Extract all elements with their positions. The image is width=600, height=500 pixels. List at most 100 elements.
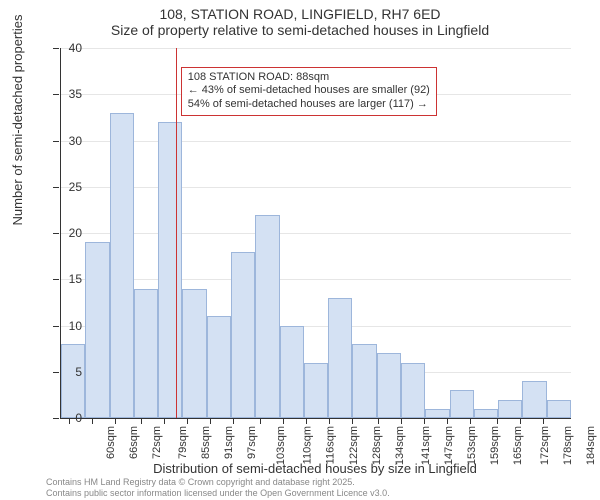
x-tick-label: 178sqm bbox=[562, 426, 574, 465]
x-tick bbox=[329, 418, 330, 424]
histogram-bar bbox=[85, 242, 109, 418]
x-tick bbox=[141, 418, 142, 424]
x-tick-label: 85sqm bbox=[200, 426, 212, 459]
x-tick bbox=[233, 418, 234, 424]
histogram-bar bbox=[425, 409, 449, 418]
x-tick bbox=[378, 418, 379, 424]
x-tick bbox=[497, 418, 498, 424]
y-tick bbox=[53, 372, 59, 373]
y-tick-label: 35 bbox=[69, 87, 82, 101]
x-tick bbox=[69, 418, 70, 424]
x-tick bbox=[306, 418, 307, 424]
plot-area: 108 STATION ROAD: 88sqm← 43% of semi-det… bbox=[60, 48, 571, 419]
histogram-bar bbox=[134, 289, 158, 419]
gridline bbox=[61, 233, 571, 234]
y-tick-label: 30 bbox=[69, 134, 82, 148]
histogram-bar bbox=[158, 122, 182, 418]
x-tick-label: 141sqm bbox=[421, 426, 433, 465]
title-description: Size of property relative to semi-detach… bbox=[0, 22, 600, 38]
footer-line2: Contains public sector information licen… bbox=[46, 488, 390, 498]
x-tick-label: 60sqm bbox=[105, 426, 117, 459]
annotation-line3: 54% of semi-detached houses are larger (… bbox=[188, 98, 430, 112]
x-tick-label: 128sqm bbox=[371, 426, 383, 465]
x-tick bbox=[424, 418, 425, 424]
histogram-bar bbox=[352, 344, 376, 418]
y-tick-label: 10 bbox=[69, 319, 82, 333]
annotation-line2: ← 43% of semi-detached houses are smalle… bbox=[188, 84, 430, 98]
x-axis-label: Distribution of semi-detached houses by … bbox=[60, 461, 570, 476]
histogram-bar bbox=[182, 289, 206, 419]
x-tick-label: 172sqm bbox=[539, 426, 551, 465]
y-tick bbox=[53, 94, 59, 95]
property-annotation: 108 STATION ROAD: 88sqm← 43% of semi-det… bbox=[181, 67, 437, 116]
histogram-bar bbox=[474, 409, 498, 418]
histogram-bar bbox=[377, 353, 401, 418]
annotation-line1: 108 STATION ROAD: 88sqm bbox=[188, 71, 430, 85]
y-tick bbox=[53, 48, 59, 49]
x-tick-label: 122sqm bbox=[348, 426, 360, 465]
histogram-bar bbox=[255, 215, 279, 419]
histogram-bar bbox=[547, 400, 571, 419]
x-tick bbox=[115, 418, 116, 424]
y-tick bbox=[53, 187, 59, 188]
histogram-bar bbox=[401, 363, 425, 419]
y-tick-label: 25 bbox=[69, 180, 82, 194]
x-tick bbox=[470, 418, 471, 424]
property-size-chart: 108, STATION ROAD, LINGFIELD, RH7 6ED Si… bbox=[0, 0, 600, 500]
x-tick-label: 97sqm bbox=[246, 426, 258, 459]
footer-line1: Contains HM Land Registry data © Crown c… bbox=[46, 477, 390, 487]
chart-footer: Contains HM Land Registry data © Crown c… bbox=[46, 477, 390, 498]
y-tick-label: 20 bbox=[69, 226, 82, 240]
y-tick bbox=[53, 279, 59, 280]
histogram-bar bbox=[280, 326, 304, 419]
x-tick-label: 184sqm bbox=[585, 426, 597, 465]
x-tick-label: 153sqm bbox=[466, 426, 478, 465]
x-tick-label: 66sqm bbox=[128, 426, 140, 459]
x-tick-label: 159sqm bbox=[489, 426, 501, 465]
x-tick-label: 165sqm bbox=[512, 426, 524, 465]
x-tick bbox=[447, 418, 448, 424]
gridline bbox=[61, 187, 571, 188]
gridline bbox=[61, 279, 571, 280]
x-tick bbox=[352, 418, 353, 424]
histogram-bar bbox=[450, 390, 474, 418]
histogram-bar bbox=[231, 252, 255, 419]
histogram-bar bbox=[328, 298, 352, 418]
histogram-bar bbox=[498, 400, 522, 419]
histogram-bar bbox=[61, 344, 85, 418]
gridline bbox=[61, 141, 571, 142]
title-address: 108, STATION ROAD, LINGFIELD, RH7 6ED bbox=[0, 6, 600, 22]
x-tick-label: 116sqm bbox=[324, 426, 336, 464]
x-tick bbox=[187, 418, 188, 424]
histogram-bar bbox=[207, 316, 231, 418]
y-tick-label: 5 bbox=[75, 365, 82, 379]
y-tick bbox=[53, 141, 59, 142]
histogram-bar bbox=[304, 363, 328, 419]
histogram-bar bbox=[110, 113, 134, 418]
y-tick bbox=[53, 326, 59, 327]
x-tick-label: 91sqm bbox=[223, 426, 235, 459]
y-tick-label: 40 bbox=[69, 41, 82, 55]
y-tick-label: 15 bbox=[69, 272, 82, 286]
x-tick bbox=[164, 418, 165, 424]
histogram-bar bbox=[522, 381, 546, 418]
x-tick bbox=[210, 418, 211, 424]
x-tick bbox=[92, 418, 93, 424]
y-tick bbox=[53, 233, 59, 234]
x-tick-label: 72sqm bbox=[151, 426, 163, 459]
x-tick bbox=[401, 418, 402, 424]
x-tick bbox=[260, 418, 261, 424]
gridline bbox=[61, 48, 571, 49]
x-tick-label: 134sqm bbox=[394, 426, 406, 465]
x-tick-label: 110sqm bbox=[301, 426, 313, 464]
y-axis-label: Number of semi-detached properties bbox=[10, 15, 25, 226]
chart-title: 108, STATION ROAD, LINGFIELD, RH7 6ED Si… bbox=[0, 6, 600, 38]
y-tick-label: 0 bbox=[75, 411, 82, 425]
y-tick bbox=[53, 418, 59, 419]
property-vline bbox=[176, 48, 177, 418]
x-tick bbox=[283, 418, 284, 424]
x-tick-label: 79sqm bbox=[177, 426, 189, 459]
x-tick-label: 147sqm bbox=[444, 426, 456, 465]
x-tick bbox=[543, 418, 544, 424]
x-tick bbox=[520, 418, 521, 424]
